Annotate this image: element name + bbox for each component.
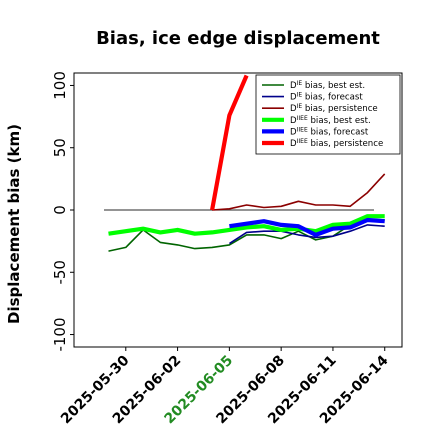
legend-label: DIIEE bias, persistence xyxy=(290,138,383,149)
legend-label: DIIEE bias, forecast xyxy=(290,126,369,137)
y-tick-label: 50 xyxy=(51,138,69,157)
legend-label: DIIEE bias, best est. xyxy=(290,115,371,126)
legend-entry-5: DIIEE bias, forecast xyxy=(262,126,369,137)
legend: DIE bias, best est.DIE bias, forecastDIE… xyxy=(255,74,401,155)
legend-entry-3: DIE bias, persistence xyxy=(262,103,378,114)
series-line-3 xyxy=(212,173,386,211)
y-tick-label: -100 xyxy=(51,318,69,352)
legend-entry-6: DIIEE bias, persistence xyxy=(262,138,383,149)
legend-label: DIE bias, persistence xyxy=(290,103,378,114)
chart-title: Bias, ice edge displacement xyxy=(96,28,380,49)
legend-entry-1: DIE bias, best est. xyxy=(262,80,365,91)
series-line-4 xyxy=(108,214,385,236)
series-line-6 xyxy=(210,74,249,211)
legend-label: DIE bias, forecast xyxy=(290,92,363,103)
y-axis-label: Displacement bias (km) xyxy=(5,124,23,324)
legend-entry-2: DIE bias, forecast xyxy=(262,92,363,103)
series-line-1 xyxy=(108,219,385,252)
series-line-5 xyxy=(229,217,385,237)
legend-label: DIE bias, best est. xyxy=(290,80,365,91)
series-line-2 xyxy=(228,224,385,245)
legend-box xyxy=(255,74,401,155)
legend-entry-4: DIIEE bias, best est. xyxy=(262,115,371,126)
x-axis: 2025-05-302025-06-022025-06-052025-06-08… xyxy=(58,347,392,427)
y-tick-label: -50 xyxy=(51,260,69,285)
y-tick-label: 100 xyxy=(51,71,69,100)
y-tick-label: 0 xyxy=(51,205,69,215)
y-axis: -100 -50 0 50 100 xyxy=(51,71,74,352)
